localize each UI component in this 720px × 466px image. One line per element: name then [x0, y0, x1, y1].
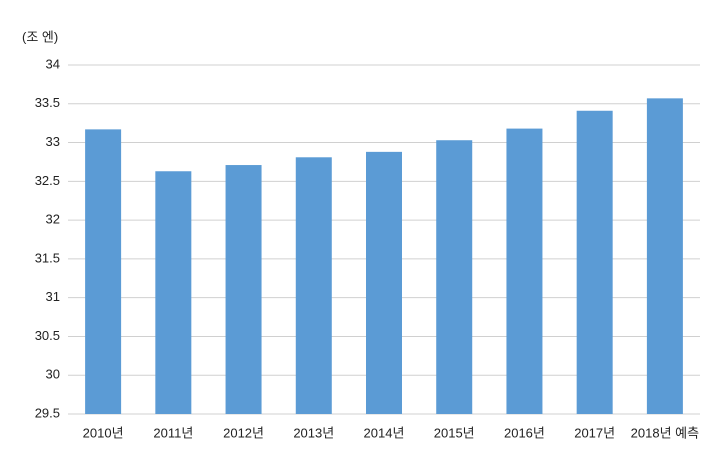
unit-label: (조 엔): [22, 29, 58, 44]
bar: [436, 140, 473, 414]
x-tick-label: 2018년 예측: [631, 425, 699, 440]
bar: [295, 157, 332, 414]
y-tick-label: 30.5: [35, 328, 60, 343]
x-tick-label: 2016년: [504, 425, 545, 440]
y-tick-label: 31: [46, 289, 60, 304]
y-tick-label: 32: [46, 212, 60, 227]
bar: [85, 129, 122, 415]
x-tick-label: 2017년: [574, 425, 615, 440]
y-tick-label: 31.5: [35, 250, 60, 265]
bar: [506, 128, 543, 414]
y-tick-label: 29.5: [35, 405, 60, 420]
y-tick-label: 32.5: [35, 173, 60, 188]
x-tick-label: 2013년: [293, 425, 334, 440]
bar: [225, 165, 262, 414]
x-tick-label: 2015년: [434, 425, 475, 440]
x-tick-label: 2012년: [223, 425, 264, 440]
y-tick-label: 30: [46, 367, 60, 382]
x-tick-label: 2011년: [153, 425, 193, 440]
bar: [366, 151, 402, 414]
bar: [576, 110, 613, 414]
x-tick-label: 2014년: [364, 425, 405, 440]
y-tick-label: 33.5: [35, 95, 60, 110]
bar: [155, 171, 192, 414]
y-tick-label: 33: [46, 134, 60, 149]
x-tick-label: 2010년: [83, 425, 124, 440]
y-tick-label: 34: [46, 56, 60, 71]
bar: [646, 98, 683, 415]
